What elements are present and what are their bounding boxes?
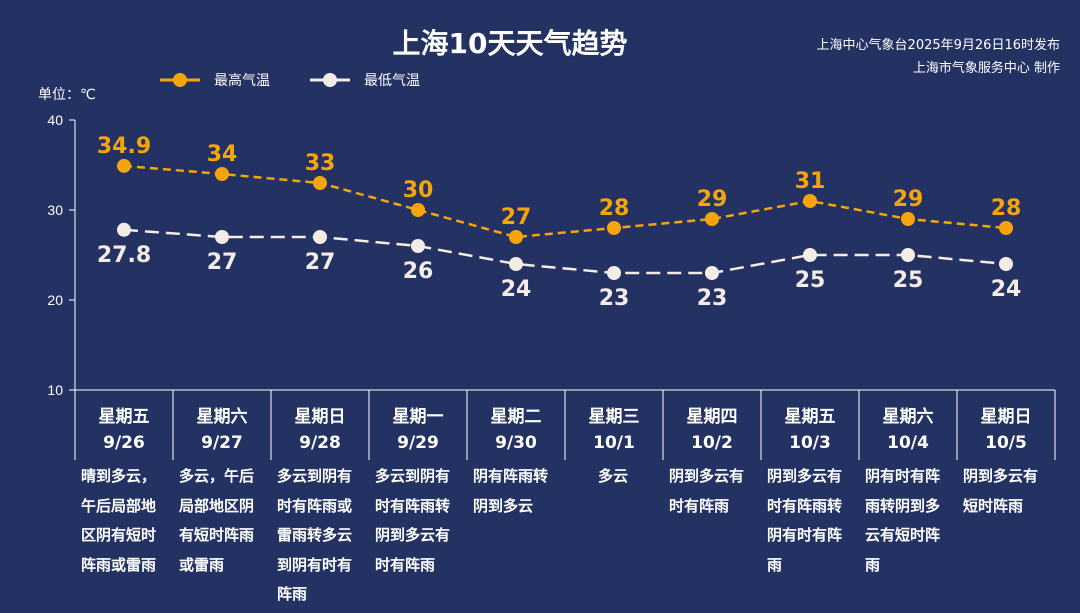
- weekday-label: 星期二: [490, 407, 542, 427]
- high-temp-point: [803, 194, 817, 208]
- date-label: 10/3: [789, 433, 831, 453]
- legend-low-marker-icon: [310, 73, 350, 87]
- day-column: 星期一 9/29: [369, 392, 467, 453]
- high-temp-label: 28: [599, 196, 630, 221]
- date-label: 10/2: [691, 433, 733, 453]
- low-temp-line: [123, 228, 1007, 275]
- y-tick-label: 10: [47, 382, 63, 398]
- high-temp-label: 30: [403, 178, 434, 203]
- low-temp-label: 24: [501, 277, 532, 302]
- legend-low-label: 最低气温: [364, 73, 420, 89]
- day-column: 星期六 10/4: [859, 392, 957, 453]
- day-column: 星期日 10/5: [957, 392, 1055, 453]
- day-column: 星期五 9/26: [75, 392, 173, 453]
- unit-label: 单位：℃: [38, 87, 96, 103]
- weekday-label: 星期六: [196, 407, 248, 427]
- weekday-label: 星期日: [980, 407, 1032, 427]
- legend-low[interactable]: 最低气温: [310, 70, 420, 90]
- y-tick-label: 30: [47, 202, 63, 218]
- low-temp-point: [607, 266, 621, 280]
- high-temp-label: 28: [991, 196, 1022, 221]
- weather-description: 阴到多云有短时阵雨: [963, 467, 1039, 515]
- weekday-label: 星期四: [686, 407, 738, 427]
- low-temp-point: [999, 257, 1013, 271]
- day-column: 星期六 9/27: [173, 392, 271, 453]
- weather-description: 阴有阵雨转阴到多云: [473, 467, 549, 515]
- weather-description: 多云到阴有时有阵雨转阴到多云有时有阵雨: [375, 467, 451, 574]
- date-label: 10/1: [593, 433, 635, 453]
- weekday-label: 星期五: [98, 407, 150, 427]
- weather-description: 晴到多云，午后局部地区阴有短时阵雨或雷雨: [81, 467, 157, 574]
- low-temp-label: 27: [207, 250, 238, 275]
- high-temp-point: [509, 230, 523, 244]
- day-column: 星期五 10/3: [761, 392, 859, 453]
- weekday-label: 星期三: [588, 407, 640, 427]
- low-temp-point: [803, 248, 817, 262]
- high-temp-point: [117, 158, 131, 173]
- y-tick-label: 40: [47, 112, 63, 128]
- weekday-label: 星期五: [784, 407, 836, 427]
- date-label: 9/29: [397, 433, 439, 453]
- publisher-line1: 上海中心气象台2025年9月26日16时发布: [816, 38, 1060, 53]
- high-temp-point: [411, 203, 425, 217]
- legend-high[interactable]: 最高气温: [160, 70, 270, 90]
- high-temp-point: [215, 167, 229, 181]
- date-label: 9/28: [299, 433, 341, 453]
- high-temp-point: [999, 221, 1013, 235]
- date-label: 9/27: [201, 433, 243, 453]
- day-column: 星期三 10/1: [565, 392, 663, 453]
- date-label: 10/5: [985, 433, 1027, 453]
- low-temp-label: 25: [893, 268, 924, 293]
- high-temp-point: [705, 212, 719, 226]
- high-temp-label: 34.9: [97, 134, 151, 159]
- low-temp-point: [313, 230, 327, 244]
- weather-description: 多云，午后局部地区阴有短时阵雨或雷雨: [179, 467, 255, 574]
- low-temp-label: 25: [795, 268, 826, 293]
- low-temp-point: [901, 248, 915, 262]
- low-temp-label: 23: [599, 286, 630, 311]
- low-temp-point: [509, 257, 523, 271]
- high-temp-point: [607, 221, 621, 235]
- low-temp-label: 23: [697, 286, 728, 311]
- date-label: 9/30: [495, 433, 537, 453]
- high-temp-label: 33: [305, 151, 336, 176]
- weather-description: 阴有时有阵雨转阴到多云有短时阵雨: [865, 467, 941, 574]
- low-temp-point: [411, 239, 425, 253]
- high-temp-label: 27: [501, 205, 532, 230]
- day-column: 星期二 9/30: [467, 392, 565, 453]
- date-label: 9/26: [103, 433, 145, 453]
- chart-title: 上海10天天气趋势: [392, 27, 628, 60]
- legend-high-marker-icon: [160, 73, 200, 87]
- weather-description: 阴到多云有时有阵雨转阴有时有阵雨: [767, 467, 843, 574]
- low-temp-label: 24: [991, 277, 1022, 302]
- weekday-label: 星期六: [882, 407, 934, 427]
- high-temp-line: [123, 164, 1007, 239]
- low-temp-label: 27.8: [97, 243, 151, 268]
- weekday-label: 星期一: [392, 407, 444, 427]
- day-column: 星期日 9/28: [271, 392, 369, 453]
- high-temp-label: 29: [893, 187, 924, 212]
- high-temp-point: [901, 212, 915, 226]
- legend-high-label: 最高气温: [214, 73, 270, 89]
- low-temp-point: [705, 266, 719, 280]
- low-temp-label: 27: [305, 250, 336, 275]
- high-temp-label: 34: [207, 142, 238, 167]
- y-tick-label: 20: [47, 292, 63, 308]
- weather-description: 多云: [597, 467, 628, 485]
- high-temp-label: 29: [697, 187, 728, 212]
- day-column: 星期四 10/2: [663, 392, 761, 453]
- publisher-info: 上海中心气象台2025年9月26日16时发布 上海市气象服务中心 制作: [817, 34, 1060, 80]
- weekday-label: 星期日: [294, 407, 346, 427]
- high-temp-label: 31: [795, 169, 826, 194]
- low-temp-label: 26: [403, 259, 434, 284]
- date-label: 10/4: [887, 433, 929, 453]
- low-temp-point: [215, 230, 229, 244]
- weather-description: 多云到阴有时有阵雨或雷雨转多云到阴有时有阵雨: [277, 467, 353, 603]
- low-temp-point: [117, 222, 131, 237]
- weather-description: 阴到多云有时有阵雨: [669, 467, 745, 515]
- high-temp-point: [313, 176, 327, 190]
- publisher-line2: 上海市气象服务中心 制作: [912, 61, 1060, 76]
